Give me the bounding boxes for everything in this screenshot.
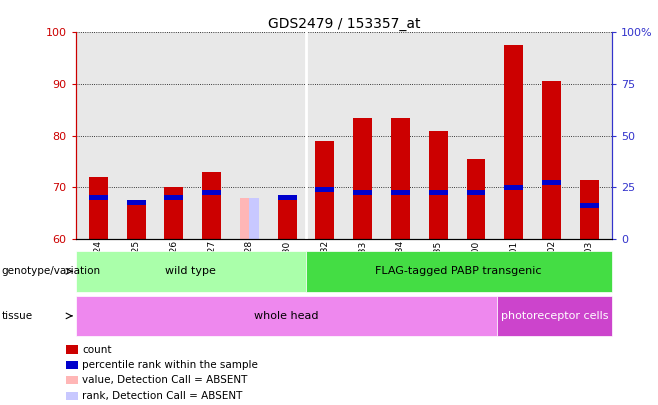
Text: percentile rank within the sample: percentile rank within the sample xyxy=(82,360,258,370)
Text: count: count xyxy=(82,345,112,354)
Title: GDS2479 / 153357_at: GDS2479 / 153357_at xyxy=(268,17,420,31)
Bar xyxy=(315,187,334,192)
Bar xyxy=(467,159,486,239)
Bar xyxy=(467,190,486,195)
Bar xyxy=(429,190,447,195)
Bar xyxy=(580,179,599,239)
Bar xyxy=(504,45,523,239)
Bar xyxy=(202,190,221,195)
Bar xyxy=(164,195,184,200)
Text: photoreceptor cells: photoreceptor cells xyxy=(501,311,608,321)
Bar xyxy=(202,172,221,239)
Bar xyxy=(497,296,612,336)
Text: value, Detection Call = ABSENT: value, Detection Call = ABSENT xyxy=(82,375,247,385)
Text: tissue: tissue xyxy=(1,311,32,321)
Bar xyxy=(315,141,334,239)
Text: FLAG-tagged PABP transgenic: FLAG-tagged PABP transgenic xyxy=(376,266,542,276)
Text: genotype/variation: genotype/variation xyxy=(1,266,101,276)
Bar xyxy=(76,251,305,292)
Bar xyxy=(278,198,297,239)
Bar xyxy=(126,200,145,205)
Bar xyxy=(89,177,108,239)
Bar xyxy=(580,203,599,208)
Bar xyxy=(353,190,372,195)
Bar xyxy=(164,187,184,239)
Bar xyxy=(504,185,523,190)
Bar xyxy=(240,198,249,239)
Text: wild type: wild type xyxy=(165,266,216,276)
Bar xyxy=(126,203,145,239)
Bar xyxy=(429,130,447,239)
Bar xyxy=(305,251,612,292)
Bar xyxy=(278,195,297,200)
Bar xyxy=(89,195,108,200)
Text: whole head: whole head xyxy=(254,311,318,321)
Bar xyxy=(391,117,410,239)
Bar xyxy=(353,117,372,239)
Text: rank, Detection Call = ABSENT: rank, Detection Call = ABSENT xyxy=(82,391,243,401)
Bar xyxy=(76,296,497,336)
Bar xyxy=(249,198,259,239)
Bar xyxy=(542,179,561,185)
Bar xyxy=(542,81,561,239)
Bar xyxy=(391,190,410,195)
